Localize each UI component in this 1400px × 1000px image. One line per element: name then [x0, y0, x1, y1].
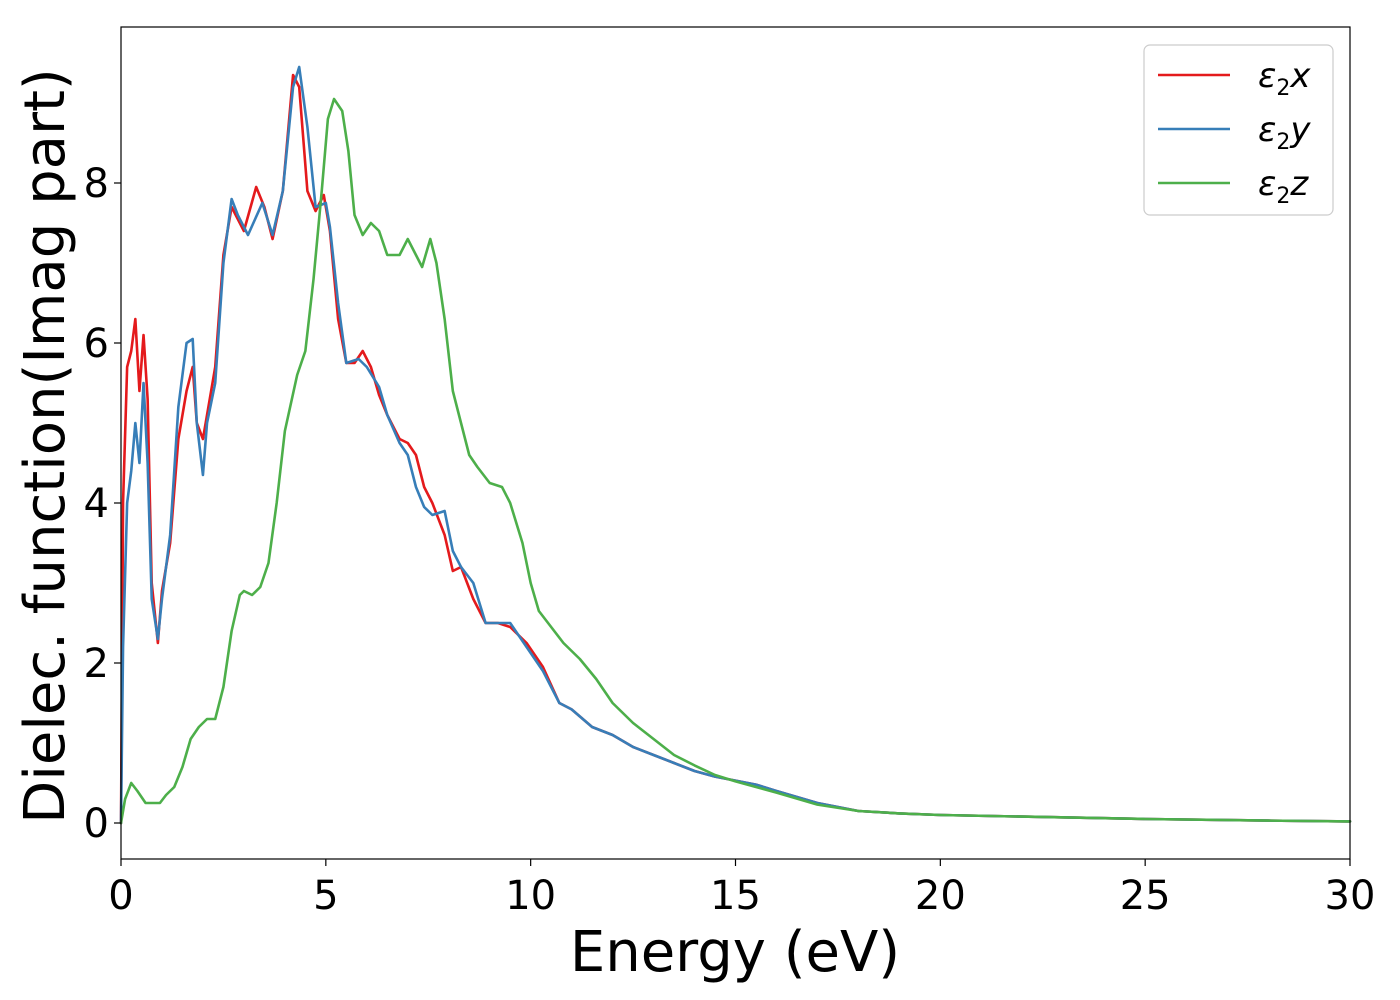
- x-tick-label: 15: [710, 873, 761, 919]
- x-tick-label: 5: [313, 873, 338, 919]
- y-axis-label: Dielec. function(Imag part): [13, 68, 78, 824]
- y-tick-label: 8: [84, 161, 109, 207]
- x-tick-label: 30: [1325, 873, 1376, 919]
- y-tick-label: 4: [84, 481, 109, 527]
- x-tick-label: 10: [505, 873, 556, 919]
- series-line-y: [119, 65, 1352, 825]
- x-tick-label: 0: [108, 873, 133, 919]
- y-tick-label: 2: [84, 641, 109, 687]
- x-tick-label: 20: [915, 873, 966, 919]
- x-tick-label: 25: [1120, 873, 1171, 919]
- y-tick-label: 6: [84, 321, 109, 367]
- x-axis-label: Energy (eV): [570, 920, 900, 985]
- legend-label-z: ε2z: [1258, 164, 1309, 209]
- legend-box: [1143, 44, 1334, 216]
- y-axis: 0 2 4 6 8: [84, 161, 121, 847]
- series-line-z: [119, 97, 1352, 825]
- legend-label-y: ε2y: [1258, 110, 1311, 155]
- series-lines: [119, 65, 1352, 825]
- legend: ε2x ε2y ε2z: [1143, 44, 1334, 216]
- x-axis: 0 5 10 15 20 25 30: [108, 859, 1375, 919]
- legend-label-x: ε2x: [1258, 56, 1311, 101]
- y-tick-label: 0: [84, 801, 109, 847]
